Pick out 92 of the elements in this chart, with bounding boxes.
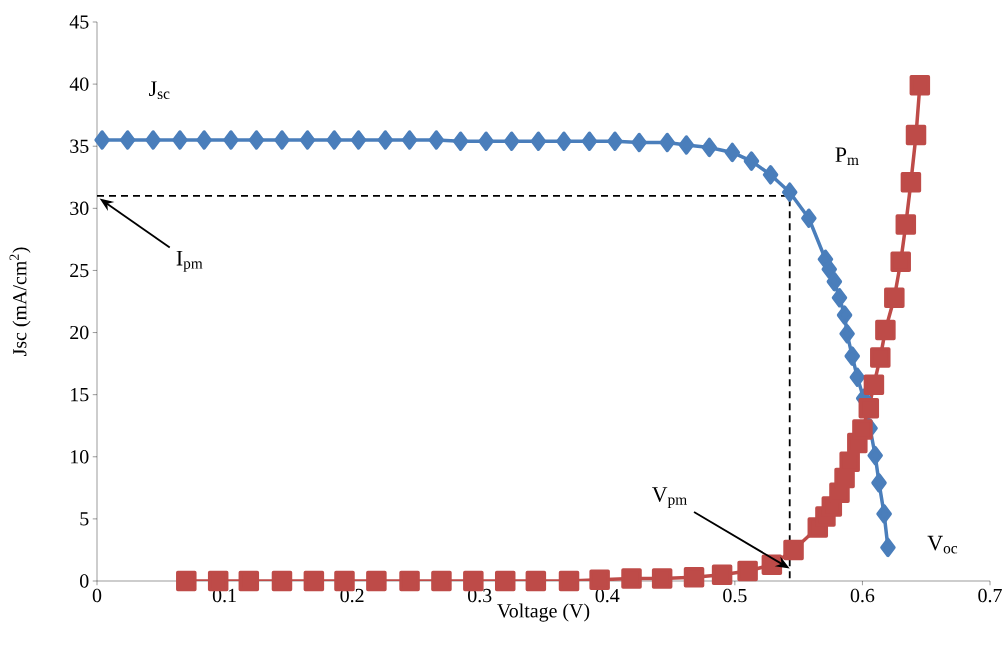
x-axis-title: Voltage (V)	[497, 603, 590, 622]
point	[836, 305, 853, 325]
point	[176, 570, 197, 592]
point	[876, 504, 892, 524]
point	[431, 570, 452, 592]
point	[494, 570, 516, 592]
y-tick-label: 5	[80, 512, 89, 526]
point	[478, 131, 494, 151]
point	[401, 130, 418, 150]
point	[659, 132, 675, 153]
x-tick-label: 0.6	[850, 588, 875, 603]
y-tick-label: 40	[69, 77, 89, 91]
point	[196, 130, 212, 150]
point	[890, 251, 911, 272]
point	[366, 570, 387, 592]
x-tick-label: 0.5	[723, 588, 747, 603]
point	[844, 346, 860, 366]
point	[399, 570, 420, 592]
y-tick-label: 20	[70, 325, 89, 340]
annotation: V$_{pm}$	[652, 487, 687, 508]
point	[831, 288, 848, 308]
point	[94, 130, 110, 150]
x-tick-label: 0	[92, 588, 102, 603]
point	[863, 374, 885, 395]
y-tick-label: 0	[80, 574, 89, 588]
point	[223, 130, 239, 150]
point	[867, 445, 883, 466]
point	[299, 130, 316, 150]
point	[880, 537, 896, 558]
point	[875, 319, 896, 341]
point	[556, 131, 572, 151]
point	[711, 564, 733, 586]
point	[274, 130, 290, 150]
point	[826, 271, 843, 292]
point	[801, 208, 817, 229]
point	[525, 570, 547, 592]
y-tick-label: 10	[71, 450, 89, 464]
point	[248, 130, 265, 150]
x-tick-label: 0.4	[595, 588, 620, 603]
point	[581, 131, 598, 151]
point	[737, 560, 758, 582]
point	[530, 131, 547, 151]
point	[870, 347, 891, 368]
point	[271, 570, 293, 592]
point	[172, 130, 188, 150]
point	[781, 182, 798, 202]
y-axis-title: Jsc (mA/cm$^{2}$)	[9, 247, 31, 356]
point	[858, 398, 880, 419]
point	[238, 570, 260, 592]
point	[145, 130, 161, 150]
x-tick-label: 0.7	[978, 588, 1002, 603]
point	[839, 451, 860, 472]
point	[558, 570, 580, 592]
y-tick-label: 30	[70, 201, 89, 216]
point	[377, 130, 394, 150]
point	[849, 367, 866, 388]
y-tick-label: 15	[71, 387, 89, 402]
point	[631, 132, 647, 153]
point	[589, 569, 610, 591]
point	[905, 124, 927, 146]
point	[743, 151, 760, 171]
point	[871, 473, 887, 493]
point	[503, 131, 520, 151]
point	[452, 131, 469, 151]
point	[701, 137, 718, 158]
y-tick-label: 35	[70, 139, 89, 153]
point	[884, 287, 905, 309]
y-tick-label: 45	[69, 15, 89, 29]
point	[839, 324, 855, 344]
point	[762, 165, 779, 185]
point	[895, 214, 917, 235]
point	[909, 75, 931, 96]
annotation: J$_{sc}$	[149, 81, 170, 99]
point	[119, 130, 136, 150]
point	[783, 539, 804, 561]
annotation: P$_{m}$	[835, 147, 859, 165]
point	[821, 259, 838, 279]
point	[683, 567, 705, 588]
annotation: I$_{pm}$	[176, 251, 203, 272]
point	[303, 570, 325, 592]
point	[428, 130, 445, 150]
point	[326, 130, 343, 150]
point	[621, 568, 642, 589]
point	[350, 130, 367, 150]
point	[607, 131, 623, 151]
point	[852, 419, 873, 440]
annotation: V$_{oc}$	[927, 535, 958, 554]
point	[900, 172, 922, 193]
point	[651, 568, 673, 589]
y-tick-label: 25	[70, 263, 89, 278]
point	[678, 135, 695, 155]
point	[724, 142, 741, 163]
